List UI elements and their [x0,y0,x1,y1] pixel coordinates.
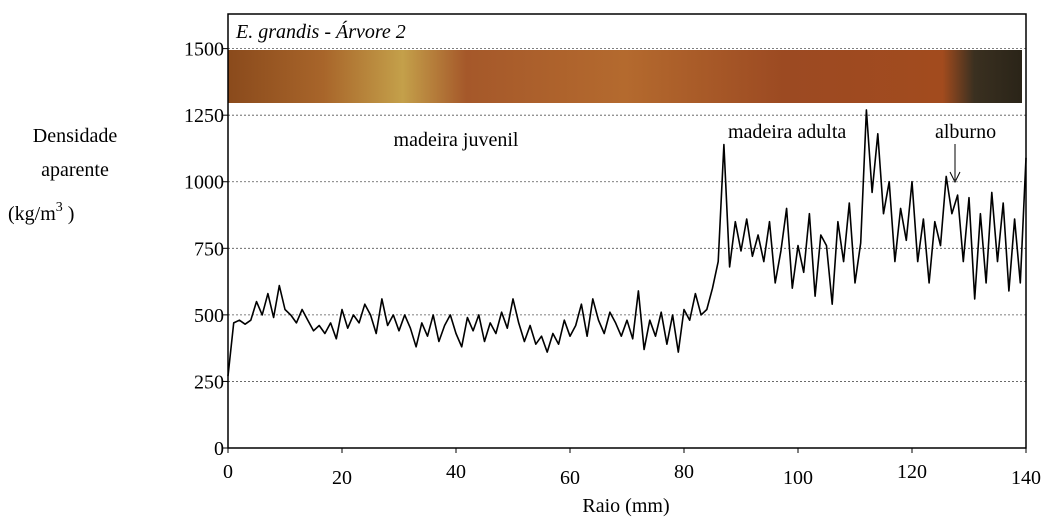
x-tick-label: 0 [223,461,233,483]
wood-sample-image [228,50,1022,103]
y-tick-label: 500 [194,305,224,327]
annotation: alburno [935,121,996,143]
x-tick-label: 20 [332,467,352,489]
y-axis-label-sup: 3 [56,200,63,215]
y-axis-label: aparente [41,159,109,181]
x-tick-label: 60 [560,467,580,489]
y-axis-label-unit: (kg/m [8,203,56,225]
x-axis-label: Raio (mm) [582,495,669,517]
x-tick-label: 100 [783,467,813,489]
y-tick-label: 1500 [184,39,224,61]
y-tick-label: 750 [194,238,224,260]
y-tick-label: 1250 [184,105,224,127]
y-tick-label: 0 [214,438,224,460]
y-tick-label: 1000 [184,172,224,194]
y-axis-label: (kg/m3 ) [8,200,74,225]
data-line [227,109,1027,377]
y-axis-label: Densidade [33,125,118,147]
annotation: madeira juvenil [394,129,519,151]
x-tick-label: 120 [897,461,927,483]
x-tick-label: 140 [1011,467,1041,489]
plot-frame [227,13,1027,449]
x-tick-label: 80 [674,461,694,483]
annotation-arrowhead [949,171,961,184]
chart-title: E. grandis - Árvore 2 [235,20,406,43]
x-tick-label: 40 [446,461,466,483]
y-tick-label: 250 [194,371,224,393]
y-axis-label-suffix: ) [63,203,75,225]
annotation: madeira adulta [728,121,846,143]
